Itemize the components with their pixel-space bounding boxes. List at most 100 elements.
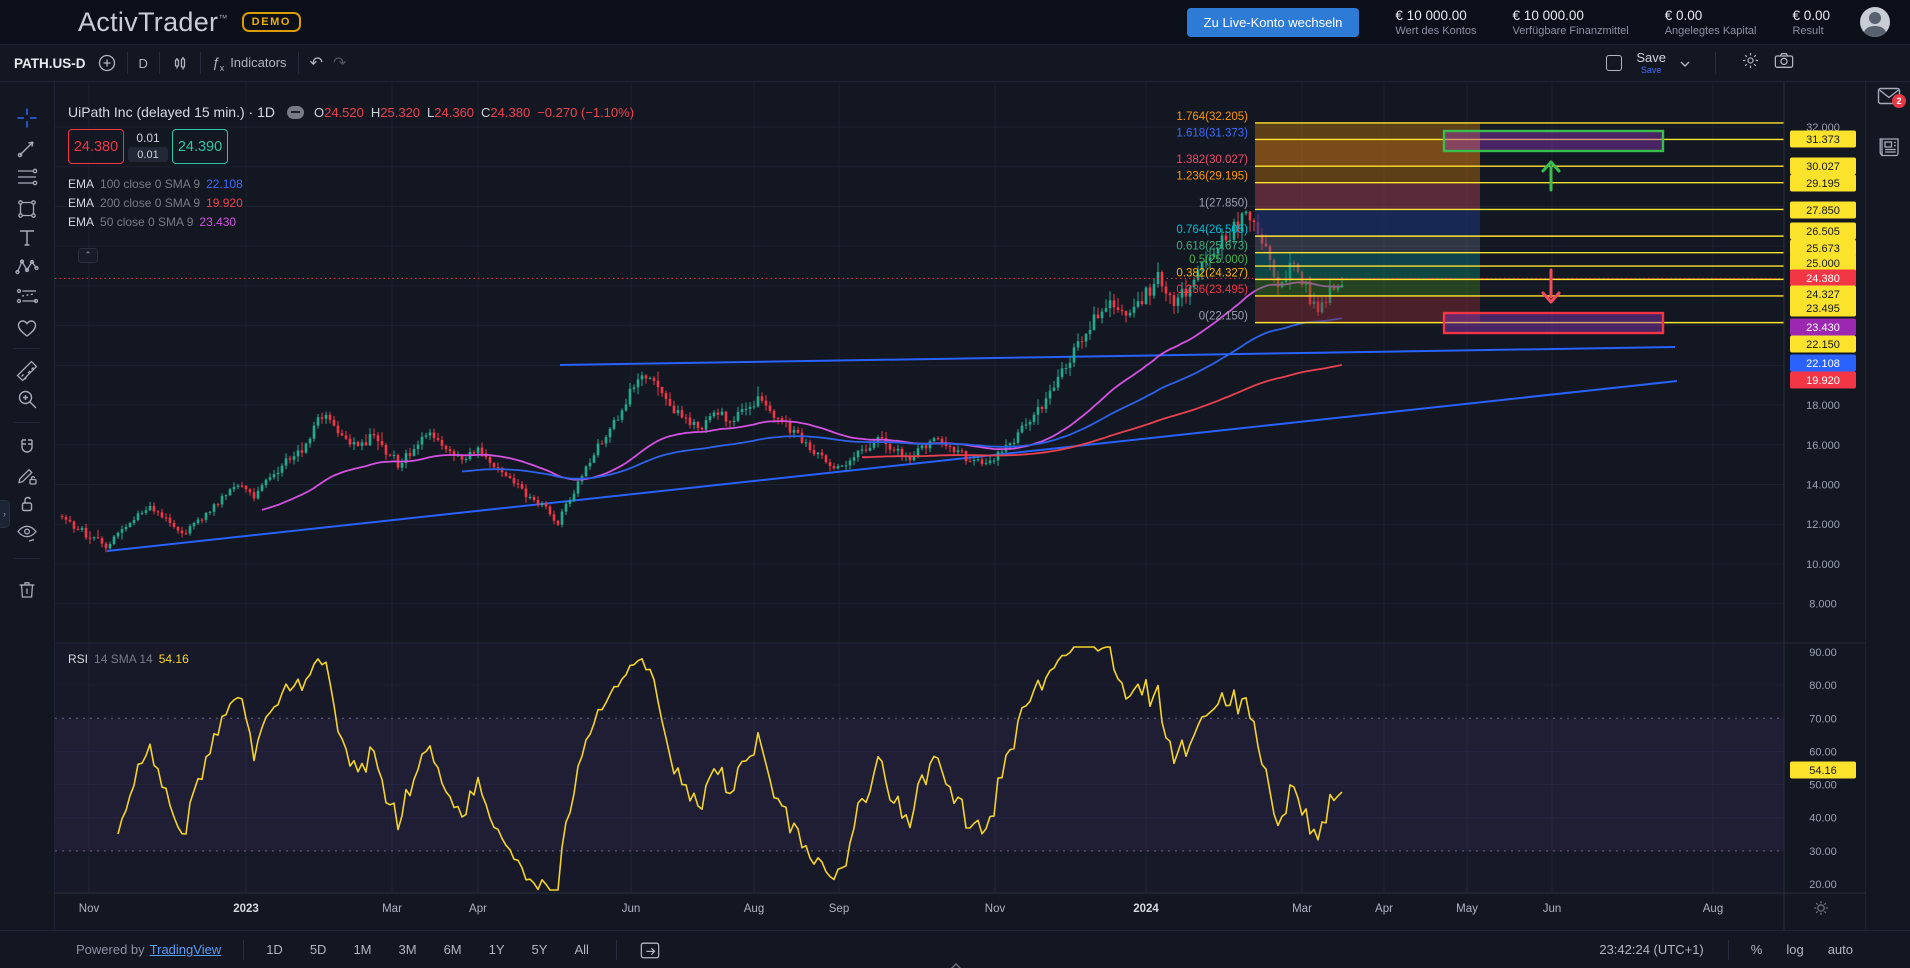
layout-select-icon[interactable] [1606, 55, 1623, 71]
main-chart[interactable]: 1.764(32.205) 1.618(31.373) 1.382(30.027) 1… [55, 82, 1865, 930]
lock-drawings-icon[interactable] [15, 492, 39, 516]
range-1y-button[interactable]: 1Y [488, 942, 505, 957]
save-menu-chevron-icon[interactable] [1680, 54, 1690, 72]
ema-200-legend[interactable]: EMA 200 close 0 SMA 9 19.920 [68, 196, 243, 210]
range-5d-button[interactable]: 5D [309, 942, 327, 957]
magnet-mode-icon[interactable] [15, 436, 39, 460]
chart-canvas[interactable]: 1.764(32.205) 1.618(31.373) 1.382(30.027) 1… [55, 82, 1865, 930]
svg-text:0(22.150): 0(22.150) [1199, 311, 1248, 323]
svg-text:54.16: 54.16 [1809, 765, 1837, 777]
available-funds-stat: € 10 000.00 Verfügbare Finanzmittel [1512, 7, 1629, 37]
user-avatar[interactable] [1860, 7, 1890, 37]
ohlc-values: O24.520 H25.320 L24.360 C24.380 [313, 104, 531, 120]
sell-button[interactable]: 24.380 [68, 129, 124, 164]
text-tool-icon[interactable] [15, 226, 39, 250]
svg-text:27.850: 27.850 [1806, 205, 1840, 217]
svg-text:1.236(29.195): 1.236(29.195) [1176, 171, 1248, 183]
session-clock[interactable]: 23:42:24 (UTC+1) [1599, 942, 1704, 957]
indicators-button[interactable]: ƒx Indicators [211, 53, 287, 73]
svg-text:14.000: 14.000 [1806, 479, 1840, 491]
zoom-in-tool-icon[interactable] [15, 387, 39, 411]
drawing-shapes [1442, 129, 1665, 335]
svg-text:8.000: 8.000 [1809, 599, 1837, 611]
legend-collapse-chevron-icon[interactable]: ⌃ [78, 248, 98, 263]
svg-text:Jun: Jun [1543, 903, 1562, 915]
down-arrow-drawing [1541, 268, 1561, 304]
range-5y-button[interactable]: 5Y [531, 942, 548, 957]
svg-text:1.764(32.205): 1.764(32.205) [1176, 111, 1248, 123]
hide-drawings-icon[interactable] [15, 521, 39, 545]
time-axis-settings-sun-icon[interactable] [1814, 901, 1828, 915]
go-to-date-icon[interactable] [639, 940, 661, 960]
switch-to-live-button[interactable]: Zu Live-Konto wechseln [1186, 7, 1360, 37]
toolbar-collapse-tab[interactable]: › [0, 500, 10, 528]
range-all-button[interactable]: All [574, 942, 589, 957]
news-icon[interactable] [1877, 136, 1901, 160]
svg-text:Nov: Nov [79, 903, 100, 915]
auto-scale-toggle[interactable]: auto [1827, 942, 1853, 957]
trend-line-tool-icon[interactable] [15, 136, 39, 160]
svg-text:12.000: 12.000 [1806, 519, 1840, 531]
svg-text:80.00: 80.00 [1809, 680, 1837, 692]
svg-text:29.195: 29.195 [1806, 178, 1840, 190]
symbol-label[interactable]: PATH.US-D [14, 55, 86, 71]
range-3m-button[interactable]: 3M [398, 942, 417, 957]
stay-in-drawing-mode-icon[interactable] [15, 464, 39, 488]
measure-ruler-tool-icon[interactable] [15, 359, 39, 383]
chart-grid [55, 82, 1784, 893]
chart-style-icon[interactable] [171, 54, 189, 72]
svg-text:0.5(25.000): 0.5(25.000) [1189, 254, 1248, 266]
svg-text:16.000: 16.000 [1806, 440, 1840, 452]
panel-expand-chevron-icon[interactable] [950, 958, 962, 968]
settings-gear-icon[interactable] [1741, 51, 1760, 75]
svg-text:10.000: 10.000 [1806, 559, 1840, 571]
svg-text:0.618(25.673): 0.618(25.673) [1176, 241, 1248, 253]
header-right: Zu Live-Konto wechseln € 10 000.00 Wert … [1186, 7, 1890, 37]
fib-lines-tool-icon[interactable] [15, 165, 39, 189]
svg-text:90.00: 90.00 [1809, 647, 1837, 659]
svg-text:19.920: 19.920 [1806, 375, 1840, 387]
interval-button[interactable]: D [138, 55, 148, 71]
range-1d-button[interactable]: 1D [266, 942, 283, 957]
undo-icon[interactable]: ↶ [309, 55, 323, 72]
volume-input[interactable]: 0.01 [128, 147, 168, 162]
range-1m-button[interactable]: 1M [353, 942, 372, 957]
remove-drawings-trash-icon[interactable] [15, 577, 39, 601]
range-6m-button[interactable]: 6M [443, 942, 462, 957]
buy-button[interactable]: 24.390 [172, 129, 228, 164]
svg-text:22.150: 22.150 [1806, 339, 1840, 351]
crosshair-tool-icon[interactable] [15, 106, 39, 130]
powered-by-label: Powered by [76, 942, 145, 957]
svg-text:30.00: 30.00 [1809, 846, 1837, 858]
chart-legend-title[interactable]: UiPath Inc (delayed 15 min.) · 1D [68, 104, 275, 120]
log-scale-toggle[interactable]: log [1786, 942, 1804, 957]
ema-50-legend[interactable]: EMA 50 close 0 SMA 9 23.430 [68, 215, 237, 229]
percent-scale-toggle[interactable]: % [1750, 942, 1763, 957]
svg-text:Sep: Sep [829, 903, 849, 915]
svg-text:2023: 2023 [233, 903, 259, 915]
tradingview-link[interactable]: TradingView [149, 942, 222, 957]
result-stat: € 0.00 Result [1792, 7, 1830, 37]
screenshot-camera-icon[interactable] [1774, 52, 1794, 74]
svg-text:Nov: Nov [985, 903, 1006, 915]
rsi-legend[interactable]: RSI 14 SMA 14 54.16 [68, 652, 189, 666]
forecast-tool-icon[interactable] [15, 284, 39, 308]
svg-text:25.000: 25.000 [1806, 258, 1840, 270]
svg-text:1.382(30.027): 1.382(30.027) [1176, 154, 1248, 166]
ema-100-legend[interactable]: EMA 100 close 0 SMA 9 22.108 [68, 177, 243, 191]
save-button[interactable]: Save Save [1636, 50, 1666, 75]
fx-icon: ƒx [211, 53, 225, 73]
hide-series-icon[interactable] [286, 105, 304, 119]
shapes-tool-icon[interactable] [15, 197, 39, 221]
up-arrow-drawing [1541, 160, 1561, 192]
svg-text:24.380: 24.380 [1806, 273, 1840, 285]
candlestick-series [60, 210, 1344, 553]
xabcd-pattern-tool-icon[interactable] [15, 255, 39, 279]
emoji-heart-tool-icon[interactable] [15, 316, 39, 340]
drawing-toolbar: › [0, 82, 55, 930]
footer-bar: Powered by TradingView 1D 5D 1M 3M 6M 1Y… [0, 930, 1910, 968]
svg-text:22.108: 22.108 [1806, 358, 1840, 370]
account-value-stat: € 10 000.00 Wert des Kontos [1395, 7, 1477, 37]
add-symbol-icon[interactable] [98, 54, 116, 72]
redo-icon[interactable]: ↷ [332, 55, 347, 72]
